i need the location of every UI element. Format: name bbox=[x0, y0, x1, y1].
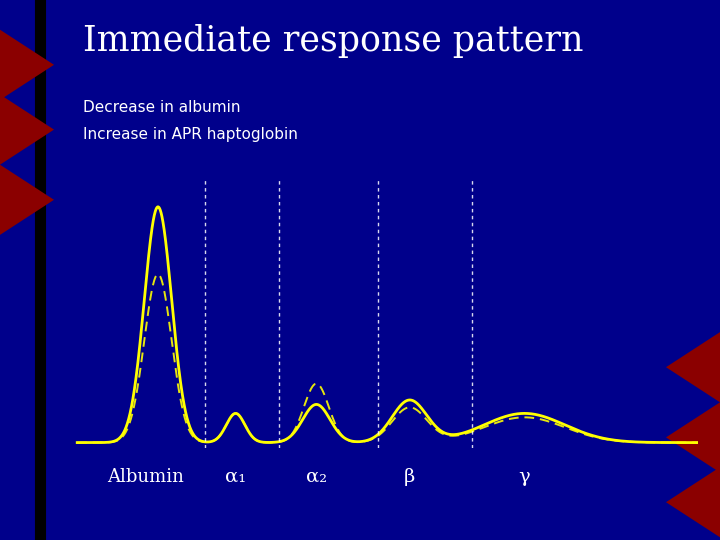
Polygon shape bbox=[666, 332, 720, 402]
Text: γ: γ bbox=[518, 468, 531, 486]
Polygon shape bbox=[666, 402, 720, 472]
Polygon shape bbox=[0, 94, 54, 165]
Text: α₂: α₂ bbox=[306, 468, 327, 486]
Text: β: β bbox=[404, 468, 415, 486]
Polygon shape bbox=[0, 165, 54, 235]
Text: Albumin: Albumin bbox=[107, 468, 184, 486]
Text: Increase in APR haptoglobin: Increase in APR haptoglobin bbox=[83, 127, 297, 142]
Polygon shape bbox=[0, 30, 54, 100]
Text: α₁: α₁ bbox=[225, 468, 246, 486]
Text: Immediate response pattern: Immediate response pattern bbox=[83, 24, 583, 58]
Polygon shape bbox=[666, 467, 720, 537]
Text: Decrease in albumin: Decrease in albumin bbox=[83, 100, 240, 115]
